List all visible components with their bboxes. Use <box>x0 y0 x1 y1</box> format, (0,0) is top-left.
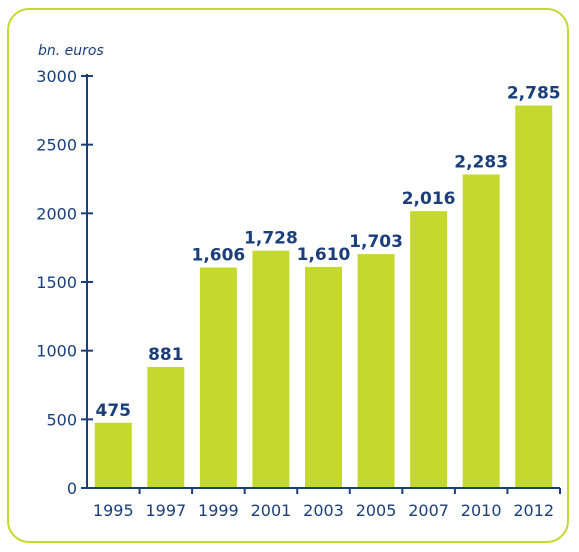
data-label: 1,703 <box>349 232 403 252</box>
y-tick-label: 1500 <box>36 273 77 292</box>
x-tick-label: 1997 <box>145 501 186 520</box>
data-label: 475 <box>96 401 132 421</box>
y-tick-label: 500 <box>46 410 77 429</box>
y-tick-label: 0 <box>67 479 77 498</box>
data-label: 1,728 <box>244 229 298 249</box>
data-label: 2,785 <box>507 84 561 104</box>
x-axis: 1995 1997 1999 2001 2003 2005 2007 2010 2012 <box>87 487 561 520</box>
bar <box>462 174 500 488</box>
data-label: 2,283 <box>454 152 508 172</box>
x-tick-label: 2001 <box>251 501 292 520</box>
x-tick-label: 2012 <box>513 501 554 520</box>
data-label: 2,016 <box>402 189 456 209</box>
x-tick-label: 1995 <box>93 501 134 520</box>
bar <box>94 422 132 488</box>
bar <box>410 211 448 489</box>
y-tick-label: 1000 <box>36 342 77 361</box>
bar <box>357 254 395 488</box>
data-label: 1,606 <box>191 245 245 265</box>
data-label: 1,610 <box>297 245 351 265</box>
bars-group <box>94 105 553 489</box>
bar <box>252 250 290 488</box>
y-axis: 0 500 1000 1500 2000 2500 3000 <box>36 67 93 498</box>
y-tick-label: 2500 <box>36 136 77 155</box>
y-axis-unit-label: bn. euros <box>38 43 104 59</box>
y-tick-label: 3000 <box>36 67 77 86</box>
x-tick-label: 1999 <box>198 501 239 520</box>
bar <box>199 267 237 488</box>
bar <box>147 367 185 488</box>
x-tick-label: 2005 <box>356 501 397 520</box>
x-tick-label: 2010 <box>461 501 502 520</box>
x-tick-label: 2003 <box>303 501 344 520</box>
bar <box>305 266 342 488</box>
data-label: 881 <box>148 345 184 365</box>
bar <box>515 105 553 488</box>
y-tick-label: 2000 <box>36 204 77 223</box>
x-tick-label: 2007 <box>408 501 449 520</box>
